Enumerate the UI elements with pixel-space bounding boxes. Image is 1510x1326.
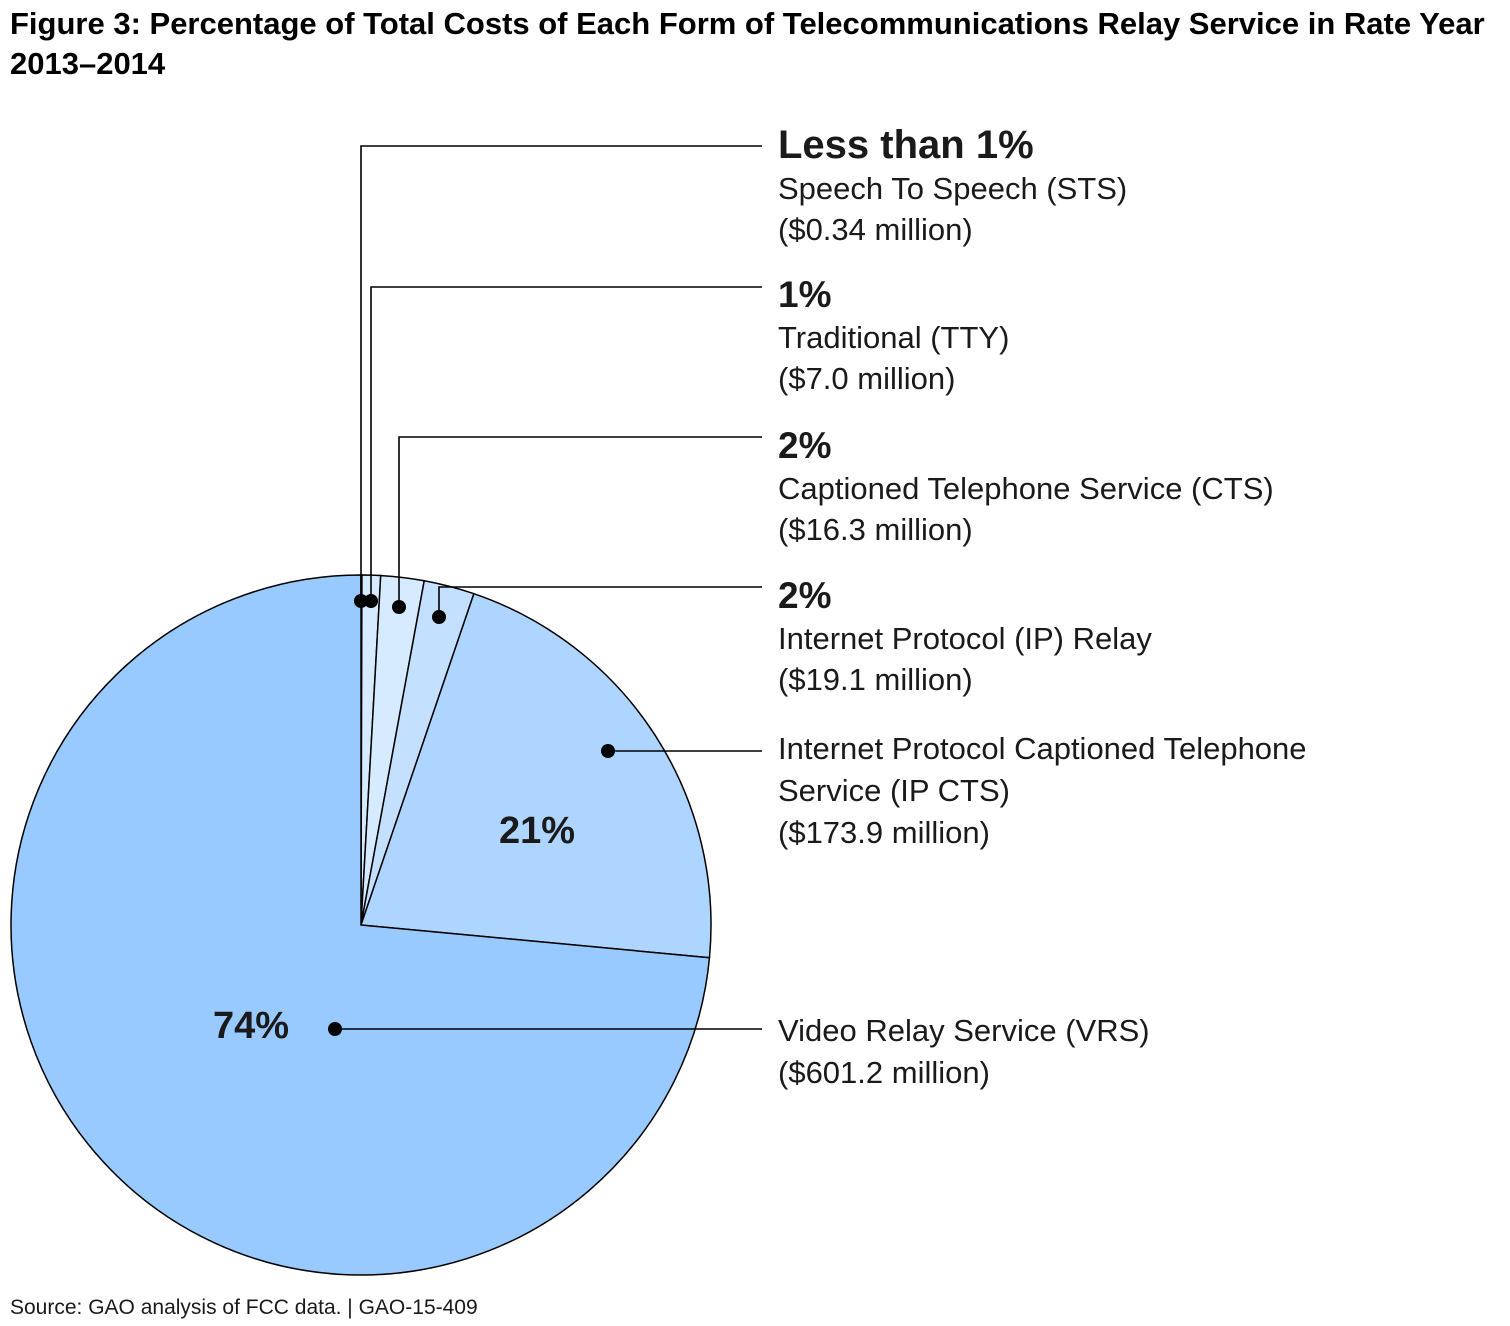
labels-layer: Less than 1% Speech To Speech (STS) ($0.34…: [213, 123, 1307, 1090]
label-percent-5: 74%: [213, 1005, 289, 1047]
label-percent-2: 2%: [778, 425, 831, 466]
label-percent-1: 1%: [778, 274, 831, 315]
label-amount-0: ($0.34 million): [778, 212, 973, 247]
leader-line-3: [438, 586, 762, 617]
label-name-0: Speech To Speech (STS): [778, 171, 1127, 206]
label-amount-3: ($19.1 million): [778, 662, 973, 697]
leaders-layer: [328, 145, 762, 1036]
label-name-1: Traditional (TTY): [778, 320, 1009, 355]
label-name-2: Captioned Telephone Service (CTS): [778, 471, 1274, 506]
leader-line-1: [370, 286, 762, 601]
leader-dot-0: [354, 594, 368, 608]
leader-dot-3: [432, 610, 446, 624]
label-name-3: Internet Protocol (IP) Relay: [778, 621, 1152, 656]
label-name-4: Internet Protocol Captioned Telephone Ser…: [778, 731, 1307, 808]
pie-slice-5: [10, 574, 711, 1276]
leader-dot-5: [328, 1022, 342, 1036]
label-percent-0: Less than 1%: [778, 123, 1034, 167]
source-note: Source: GAO analysis of FCC data. | GAO-…: [10, 1296, 478, 1319]
chart-title: Figure 3: Percentage of Total Costs of E…: [10, 6, 1485, 81]
leader-line-0: [360, 145, 762, 601]
label-percent-4: 21%: [499, 810, 575, 852]
label-amount-5: ($601.2 million): [778, 1055, 990, 1090]
leader-dot-4: [601, 744, 615, 758]
slices-layer: [10, 574, 712, 1276]
label-percent-3: 2%: [778, 575, 831, 616]
label-amount-2: ($16.3 million): [778, 512, 973, 547]
label-amount-4: ($173.9 million): [778, 815, 990, 850]
leader-line-2: [398, 436, 762, 607]
leader-dot-1: [364, 594, 378, 608]
label-name-5: Video Relay Service (VRS): [778, 1013, 1150, 1048]
pie-slice-4: [359, 592, 712, 959]
leader-dot-2: [392, 600, 406, 614]
label-amount-1: ($7.0 million): [778, 361, 955, 396]
